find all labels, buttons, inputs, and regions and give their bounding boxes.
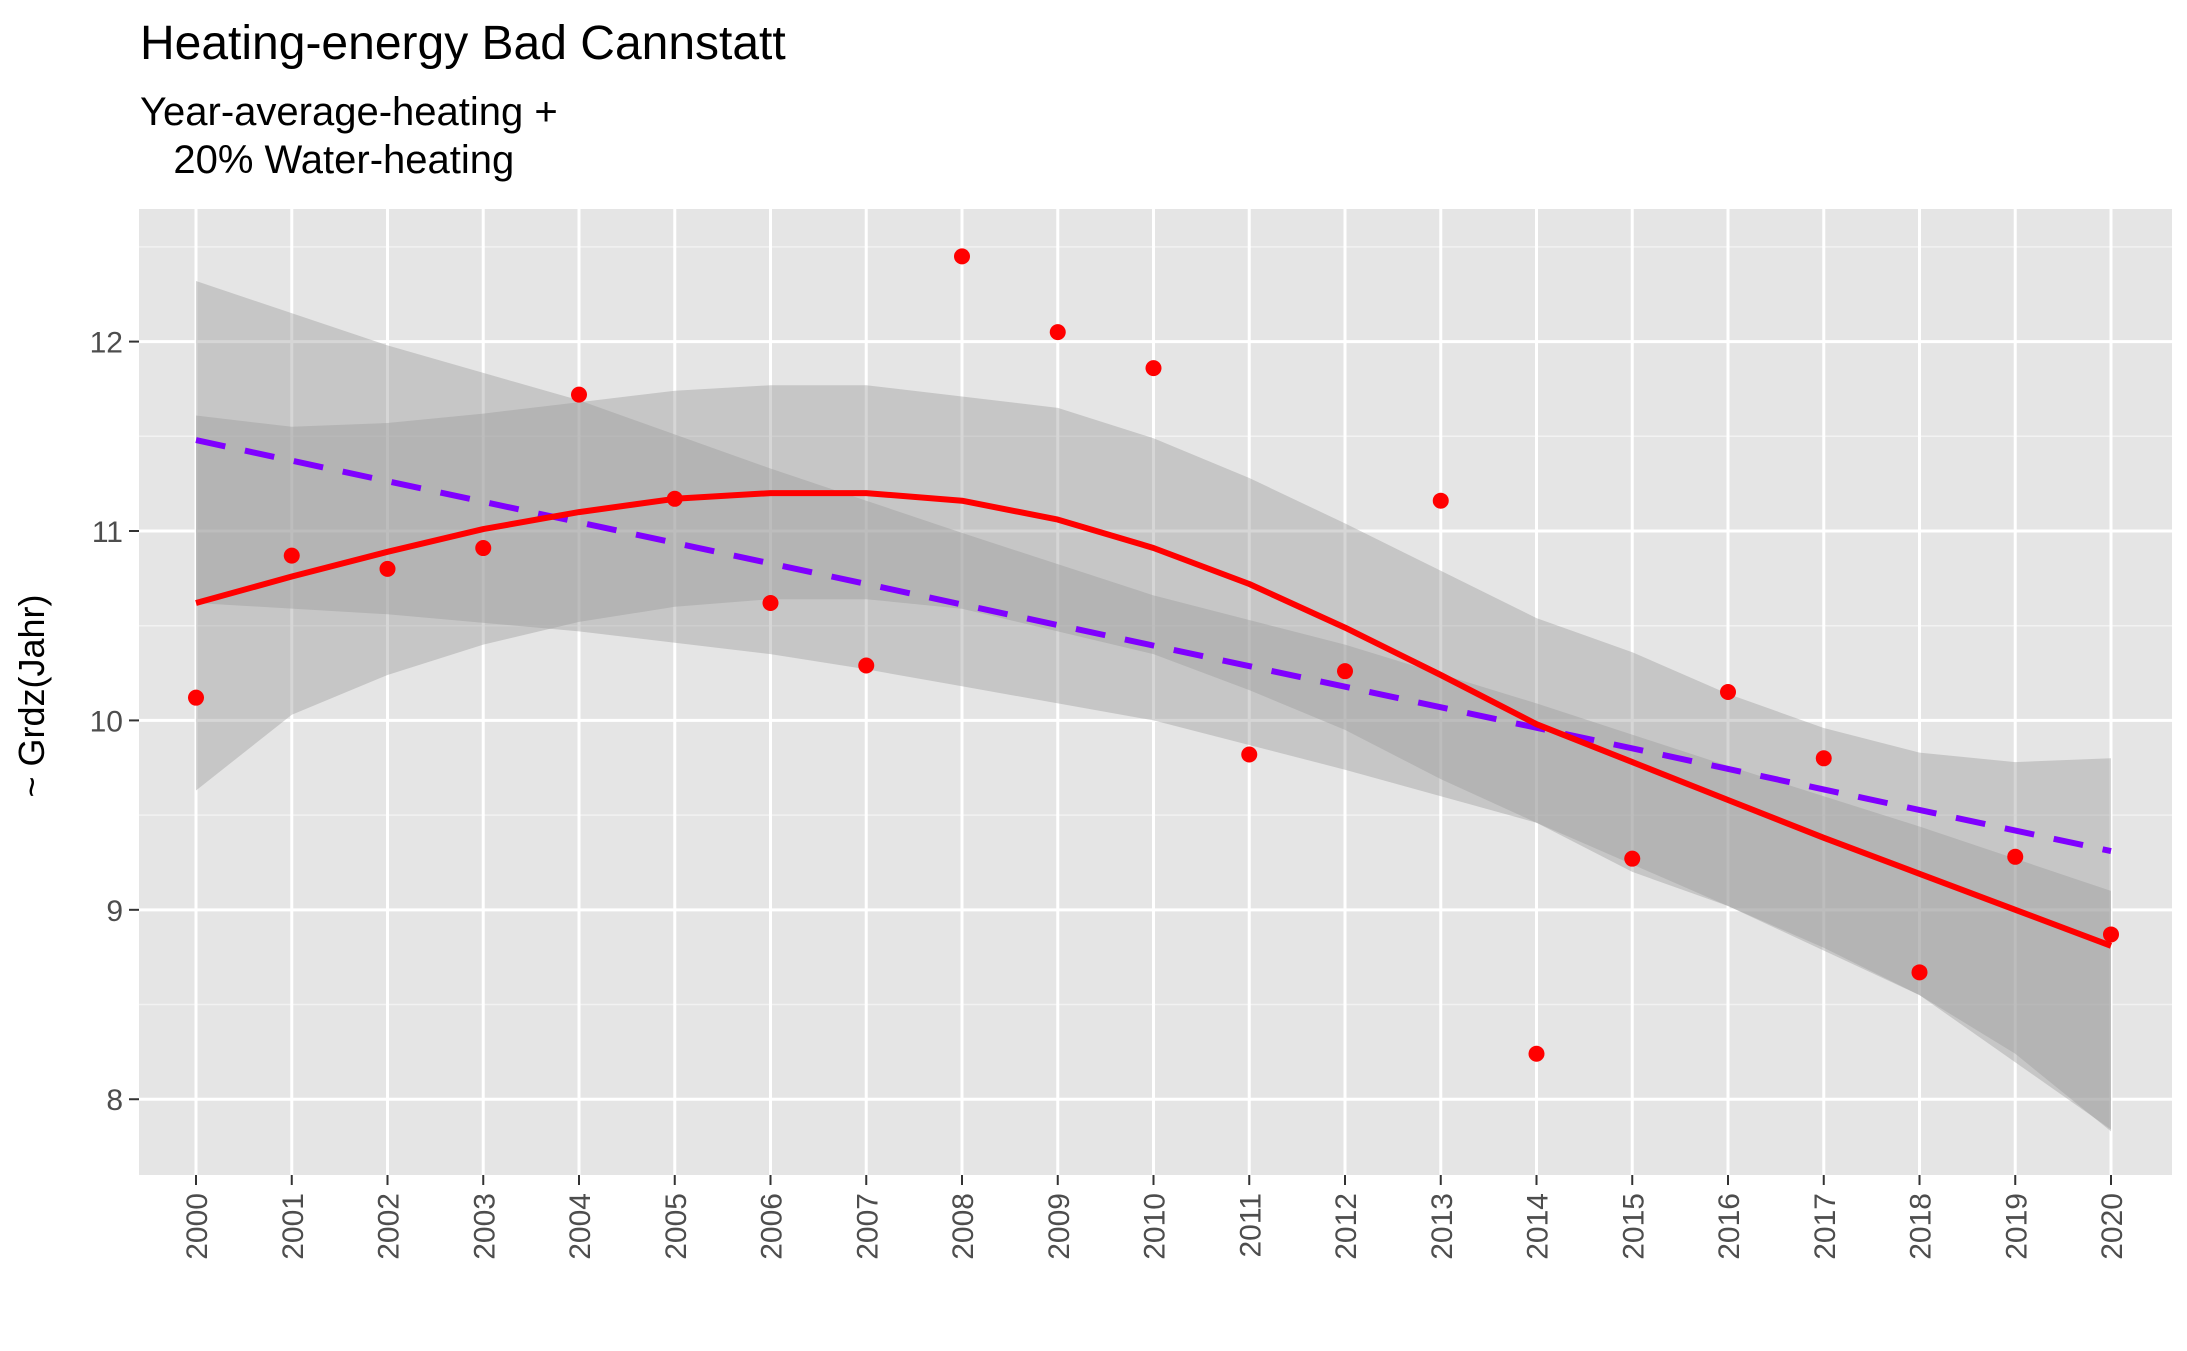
- data-point: [2103, 926, 2119, 943]
- data-point: [1911, 964, 1928, 981]
- data-point: [1720, 684, 1736, 700]
- x-tick-label: 2013: [1426, 1193, 1459, 1260]
- data-point: [1432, 492, 1449, 509]
- linear-trend-line: [195, 437, 2112, 855]
- data-point: [1241, 746, 1258, 763]
- data-point: [858, 657, 875, 674]
- data-point: [1049, 324, 1066, 341]
- x-tick-label: 2012: [1330, 1193, 1363, 1260]
- x-tick-label: 2019: [2000, 1193, 2033, 1260]
- x-tick-label: 2010: [1139, 1193, 1172, 1260]
- x-tick-label: 2017: [1809, 1193, 1842, 1260]
- data-point: [379, 560, 396, 577]
- y-tick-label: 12: [90, 327, 123, 360]
- x-tick-label: 2020: [2096, 1193, 2129, 1260]
- confidence-band-2: [196, 385, 2111, 1132]
- data-point: [1528, 1045, 1545, 1062]
- chart-subtitle: Year-average-heating + 20% Water-heating: [140, 90, 558, 182]
- smooth-trend-line: [195, 490, 2113, 949]
- data-point: [762, 594, 779, 611]
- data-point: [2007, 848, 2024, 865]
- x-tick-label: 2008: [947, 1193, 980, 1260]
- y-tick-label: 9: [106, 895, 123, 928]
- y-axis-title: ~ Grdz(Jahr): [11, 594, 52, 797]
- x-tick-label: 2015: [1617, 1193, 1650, 1260]
- x-tick-label: 2001: [277, 1193, 310, 1260]
- y-tick-label: 11: [92, 516, 123, 549]
- x-tick-label: 2014: [1522, 1193, 1555, 1260]
- data-point: [1337, 663, 1353, 680]
- x-tick-label: 2016: [1713, 1193, 1746, 1260]
- y-tick-label: 8: [106, 1084, 123, 1117]
- data-point: [188, 689, 204, 706]
- x-tick-label: 2003: [468, 1193, 501, 1260]
- x-tick-label: 2018: [1905, 1193, 1938, 1260]
- x-tick-label: 2005: [660, 1193, 693, 1260]
- data-point: [475, 540, 492, 557]
- x-tick-label: 2004: [564, 1193, 597, 1260]
- chart-title: Heating-energy Bad Cannstatt: [140, 17, 786, 70]
- y-tick-label: 10: [90, 705, 123, 738]
- data-point: [283, 547, 300, 564]
- data-point: [571, 386, 587, 403]
- x-tick-label: 2007: [851, 1193, 884, 1260]
- x-tick-label: 2002: [373, 1193, 406, 1260]
- x-tick-label: 2000: [181, 1193, 214, 1260]
- data-point: [1624, 850, 1641, 867]
- x-tick-label: 2006: [756, 1193, 789, 1260]
- x-tick-label: 2011: [1234, 1193, 1267, 1258]
- x-tick-label: 2009: [1043, 1193, 1076, 1260]
- data-point: [1815, 750, 1832, 767]
- data-point: [954, 248, 970, 265]
- data-point: [1145, 360, 1162, 377]
